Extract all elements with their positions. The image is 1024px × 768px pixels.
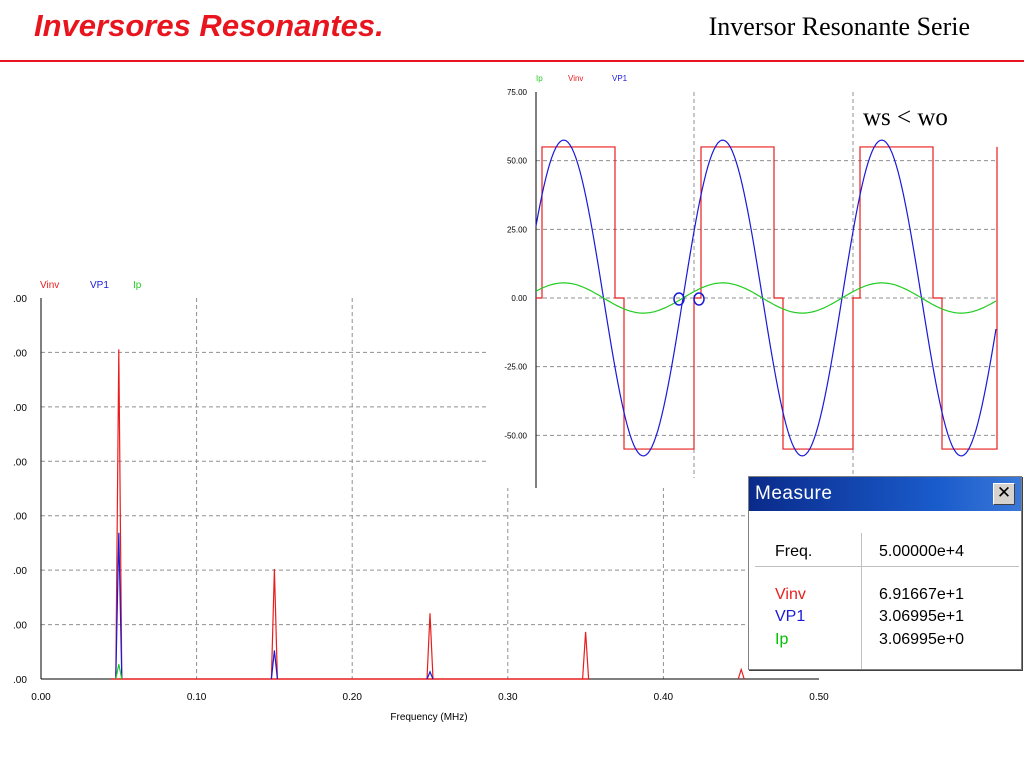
vinv-trace: [536, 146, 998, 450]
measure-value-vp1: 3.06995e+1: [879, 608, 964, 625]
legend-entry-vp1: VP1: [612, 74, 628, 83]
measure-window: Measure ✕ Freq. 5.00000e+4 Vinv 6.91667e…: [748, 476, 1022, 670]
vp1-trace: [535, 139, 997, 457]
y-tick-label: .00: [13, 403, 27, 414]
vinv-peak: [737, 667, 745, 680]
spectrum-legend: Vinv VP1 Ip: [40, 280, 142, 291]
time-plot-tick-labels: 75.00 50.00 25.00 0.00 -25.00 -50.00: [504, 88, 527, 440]
close-button[interactable]: ✕: [993, 483, 1015, 505]
y-tick-label: .00: [13, 566, 27, 577]
y-tick-label: .00: [13, 675, 27, 686]
legend-entry-ip: Ip: [133, 280, 142, 291]
measure-label-freq: Freq.: [775, 543, 813, 560]
slide-subtitle: Inversor Resonante Serie: [708, 12, 970, 41]
x-tick-label: 0.30: [498, 692, 518, 703]
vinv-peak: [115, 349, 123, 680]
title-divider: [0, 60, 1024, 62]
vinv-peak: [426, 613, 434, 680]
y-tick-label: .00: [13, 294, 27, 305]
vp1-peak: [270, 650, 278, 680]
x-tick-label: 0.40: [654, 692, 674, 703]
y-tick-label: 75.00: [507, 88, 528, 97]
legend-entry-vinv: Vinv: [40, 280, 59, 291]
vinv-peak: [270, 568, 278, 680]
measure-value-vinv: 6.91667e+1: [879, 586, 964, 603]
y-tick-label: 50.00: [507, 157, 528, 166]
y-tick-label: .00: [13, 621, 27, 632]
ws-wo-annotation: ws < wo: [863, 104, 948, 131]
measure-label-vinv: Vinv: [775, 586, 806, 603]
x-tick-label: 0.20: [342, 692, 362, 703]
time-plot-marks: [535, 139, 998, 457]
measure-value-freq: 5.00000e+4: [879, 543, 964, 560]
y-tick-label: .00: [13, 512, 27, 523]
spectrum-tick-labels: 0.00 0.10 0.20 0.30 0.40 0.50 .00 .00 .00 .00 .00.…: [13, 294, 829, 703]
legend-entry-ip: Ip: [536, 74, 543, 83]
time-plot-background: [488, 68, 1008, 488]
zero-crossing-marker: [673, 292, 685, 306]
spectrum-marks: [111, 349, 745, 680]
y-tick-label: 25.00: [507, 225, 528, 234]
y-tick-label: -25.00: [504, 363, 527, 372]
vp1-peak: [115, 532, 123, 680]
y-tick-label: .00: [13, 348, 27, 359]
x-tick-label: 0.50: [809, 692, 829, 703]
vinv-peak: [582, 631, 590, 680]
close-icon: ✕: [996, 483, 1012, 503]
measure-label-vp1: VP1: [775, 608, 806, 625]
measure-title: Measure: [755, 483, 833, 504]
y-tick-label: -50.00: [504, 431, 527, 440]
slide-title: Inversores Resonantes.: [34, 8, 384, 43]
legend-entry-vinv: Vinv: [568, 74, 583, 83]
vp1-peak: [426, 670, 434, 680]
measure-value-ip: 3.06995e+0: [879, 631, 964, 648]
measure-table: Freq. 5.00000e+4 Vinv 6.91667e+1 VP1 3.0…: [749, 511, 1021, 669]
x-axis-label: Frequency (MHz): [390, 712, 467, 723]
time-plot-grid: [536, 92, 997, 478]
y-tick-label: .00: [13, 457, 27, 468]
y-tick-label: 0.00: [511, 294, 527, 303]
ip-trace: [535, 282, 997, 314]
measure-row-divider: [755, 566, 1019, 567]
measure-column-divider: [861, 533, 862, 669]
zero-crossing-marker: [693, 292, 705, 306]
x-tick-label: 0.00: [31, 692, 51, 703]
x-tick-label: 0.10: [187, 692, 207, 703]
measure-titlebar[interactable]: Measure ✕: [749, 477, 1021, 511]
time-plot-legend: Ip Vinv VP1: [536, 74, 628, 83]
ip-peak: [115, 664, 123, 680]
measure-label-ip: Ip: [775, 631, 789, 648]
legend-entry-vp1: VP1: [90, 280, 109, 291]
